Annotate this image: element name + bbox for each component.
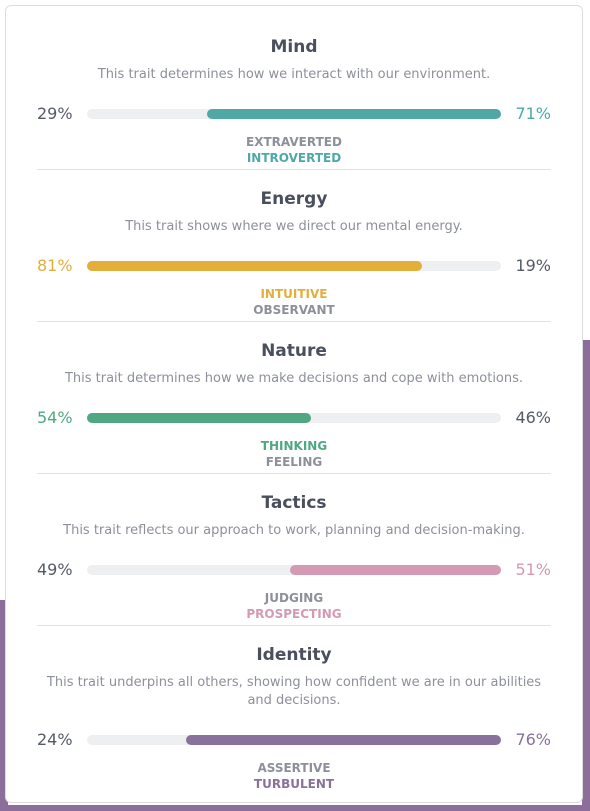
traits-card: Mind This trait determines how we interac…: [5, 5, 583, 803]
bar-track: [87, 565, 501, 575]
left-label: EXTRAVERTED: [246, 135, 342, 149]
trait-section: Energy This trait shows where we direct o…: [37, 170, 551, 322]
trait-row: 49% 51%: [37, 558, 551, 582]
trait-description: This trait underpins all others, showing…: [46, 675, 542, 708]
bar-fill: [186, 735, 501, 745]
trait-row: 29% 71%: [37, 102, 551, 126]
trait-row: 81% 19%: [37, 254, 551, 278]
trait-description: This trait reflects our approach to work…: [63, 523, 525, 538]
right-percent: 76%: [515, 730, 551, 749]
right-percent: 46%: [515, 408, 551, 427]
left-label: JUDGING: [264, 591, 324, 605]
trait-section: Nature This trait determines how we make …: [37, 322, 551, 474]
left-percent: 49%: [37, 560, 73, 579]
trait-description: This trait determines how we interact wi…: [97, 67, 491, 82]
bar-track: [87, 261, 501, 271]
trait-labels: ASSERTIVE TURBULENT: [37, 760, 551, 791]
left-label: INTUITIVE: [260, 287, 328, 301]
trait-description: This trait determines how we make decisi…: [64, 371, 524, 386]
right-label: TURBULENT: [253, 777, 335, 791]
bar-fill: [87, 261, 423, 271]
trait-description: This trait shows where we direct our men…: [125, 219, 463, 234]
left-label: ASSERTIVE: [257, 761, 331, 775]
right-percent: 19%: [515, 256, 551, 275]
trait-labels: THINKING FEELING: [37, 438, 551, 469]
bar-track: [87, 109, 501, 119]
bar-track: [87, 413, 501, 423]
trait-title: Tactics: [261, 493, 327, 513]
left-percent: 24%: [37, 730, 73, 749]
bar-fill: [87, 413, 311, 423]
right-percent: 71%: [515, 104, 551, 123]
trait-section: Mind This trait determines how we interac…: [37, 18, 551, 170]
right-label: OBSERVANT: [253, 303, 335, 317]
left-percent: 81%: [37, 256, 73, 275]
right-label: FEELING: [265, 455, 323, 469]
bar-fill: [289, 565, 501, 575]
bar-fill: [207, 109, 501, 119]
trait-title: Energy: [260, 189, 328, 209]
trait-row: 54% 46%: [37, 406, 551, 430]
bar-track: [87, 735, 501, 745]
left-label: THINKING: [260, 439, 328, 453]
trait-title: Identity: [256, 645, 332, 665]
trait-row: 24% 76%: [37, 728, 551, 752]
trait-title: Mind: [270, 37, 318, 57]
right-label: INTROVERTED: [246, 151, 342, 165]
trait-section: Tactics This trait reflects our approach …: [37, 474, 551, 626]
left-percent: 29%: [37, 104, 73, 123]
trait-labels: JUDGING PROSPECTING: [37, 590, 551, 621]
trait-section: Identity This trait underpins all others,…: [37, 626, 551, 795]
trait-title: Nature: [261, 341, 327, 361]
trait-labels: INTUITIVE OBSERVANT: [37, 286, 551, 317]
trait-labels: EXTRAVERTED INTROVERTED: [37, 134, 551, 165]
left-percent: 54%: [37, 408, 73, 427]
right-percent: 51%: [515, 560, 551, 579]
right-label: PROSPECTING: [246, 607, 342, 621]
